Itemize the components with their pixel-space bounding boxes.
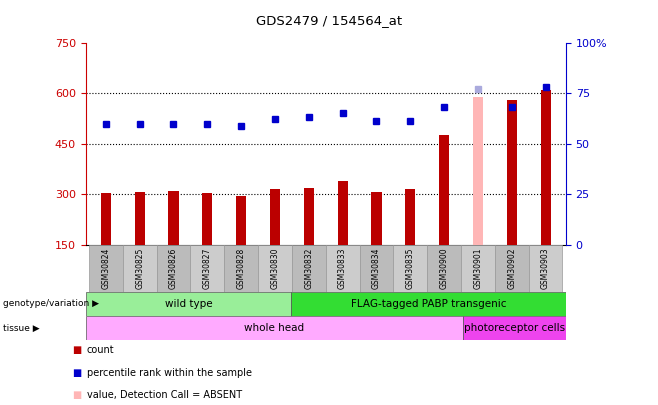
Bar	[157, 245, 190, 292]
Bar	[507, 100, 517, 245]
Bar	[135, 192, 145, 245]
Text: percentile rank within the sample: percentile rank within the sample	[87, 368, 252, 377]
Text: GSM30834: GSM30834	[372, 247, 381, 289]
Text: whole head: whole head	[244, 323, 304, 333]
Text: GSM30832: GSM30832	[304, 247, 313, 289]
Text: photoreceptor cells: photoreceptor cells	[464, 323, 565, 333]
Bar	[190, 245, 224, 292]
Text: FLAG-tagged PABP transgenic: FLAG-tagged PABP transgenic	[351, 299, 507, 309]
Text: ■: ■	[72, 390, 82, 400]
Bar	[291, 292, 566, 316]
Bar	[473, 96, 483, 245]
Bar	[86, 292, 291, 316]
Bar	[258, 245, 292, 292]
Text: wild type: wild type	[164, 299, 213, 309]
Bar	[270, 189, 280, 245]
Text: GSM30826: GSM30826	[169, 247, 178, 289]
Bar	[236, 196, 246, 245]
Bar	[123, 245, 157, 292]
Bar	[304, 188, 314, 245]
Text: tissue ▶: tissue ▶	[3, 324, 40, 333]
Bar	[371, 192, 382, 245]
Bar	[495, 245, 528, 292]
Bar	[202, 193, 213, 245]
Text: GSM30835: GSM30835	[406, 247, 415, 289]
Bar	[427, 245, 461, 292]
Text: genotype/variation ▶: genotype/variation ▶	[3, 299, 99, 308]
Text: GSM30833: GSM30833	[338, 247, 347, 289]
Bar	[359, 245, 393, 292]
Bar	[528, 245, 563, 292]
Bar	[224, 245, 258, 292]
Bar	[540, 90, 551, 245]
Text: GSM30824: GSM30824	[101, 247, 111, 289]
Bar	[461, 245, 495, 292]
Text: GSM30901: GSM30901	[473, 247, 482, 289]
Text: value, Detection Call = ABSENT: value, Detection Call = ABSENT	[87, 390, 242, 400]
Bar	[101, 193, 111, 245]
Text: GSM30828: GSM30828	[237, 247, 245, 289]
Text: ■: ■	[72, 368, 82, 377]
Bar	[405, 189, 415, 245]
Bar	[338, 181, 347, 245]
Bar	[292, 245, 326, 292]
Bar	[168, 191, 178, 245]
Bar	[463, 316, 566, 340]
Bar	[86, 316, 463, 340]
Text: GSM30830: GSM30830	[270, 247, 280, 289]
Text: ■: ■	[72, 345, 82, 355]
Text: GDS2479 / 154564_at: GDS2479 / 154564_at	[256, 14, 402, 27]
Text: GSM30902: GSM30902	[507, 247, 517, 289]
Bar	[89, 245, 123, 292]
Bar	[439, 135, 449, 245]
Text: GSM30825: GSM30825	[135, 247, 144, 289]
Text: GSM30903: GSM30903	[541, 247, 550, 289]
Text: GSM30900: GSM30900	[440, 247, 449, 289]
Text: GSM30827: GSM30827	[203, 247, 212, 289]
Bar	[326, 245, 359, 292]
Bar	[393, 245, 427, 292]
Text: count: count	[87, 345, 114, 355]
